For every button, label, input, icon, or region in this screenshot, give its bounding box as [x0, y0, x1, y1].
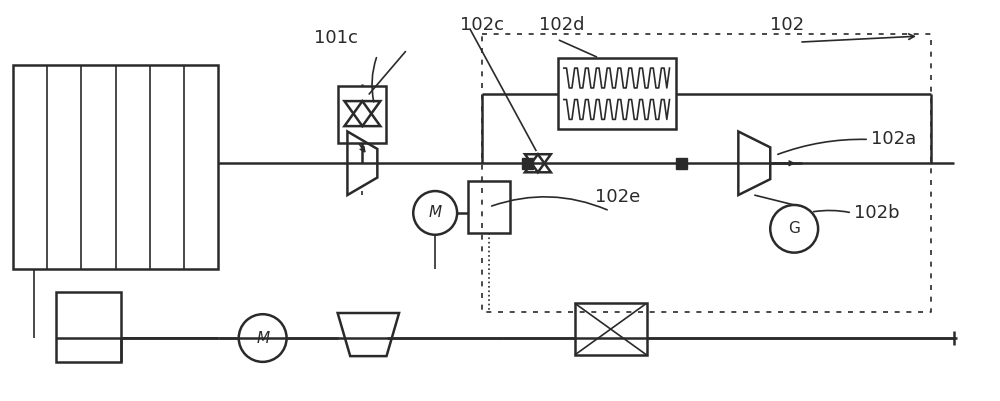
- Text: 102a: 102a: [871, 130, 916, 148]
- Text: G: G: [788, 221, 800, 236]
- Text: 102: 102: [770, 16, 804, 34]
- Text: M: M: [429, 205, 442, 221]
- Bar: [558, 58, 676, 130]
- Text: 101c: 101c: [314, 29, 357, 47]
- Bar: [56, 292, 121, 362]
- Text: M: M: [256, 330, 269, 346]
- Bar: [575, 303, 647, 355]
- Text: 102e: 102e: [595, 188, 640, 206]
- Text: 102c: 102c: [460, 16, 504, 34]
- Text: 102d: 102d: [539, 16, 585, 34]
- Bar: [13, 65, 218, 269]
- Bar: [338, 86, 386, 144]
- Circle shape: [770, 205, 818, 253]
- Bar: [522, 158, 533, 169]
- Bar: [468, 181, 510, 233]
- Circle shape: [239, 314, 287, 362]
- Bar: [676, 158, 687, 169]
- Text: 102b: 102b: [854, 204, 900, 222]
- Circle shape: [413, 191, 457, 235]
